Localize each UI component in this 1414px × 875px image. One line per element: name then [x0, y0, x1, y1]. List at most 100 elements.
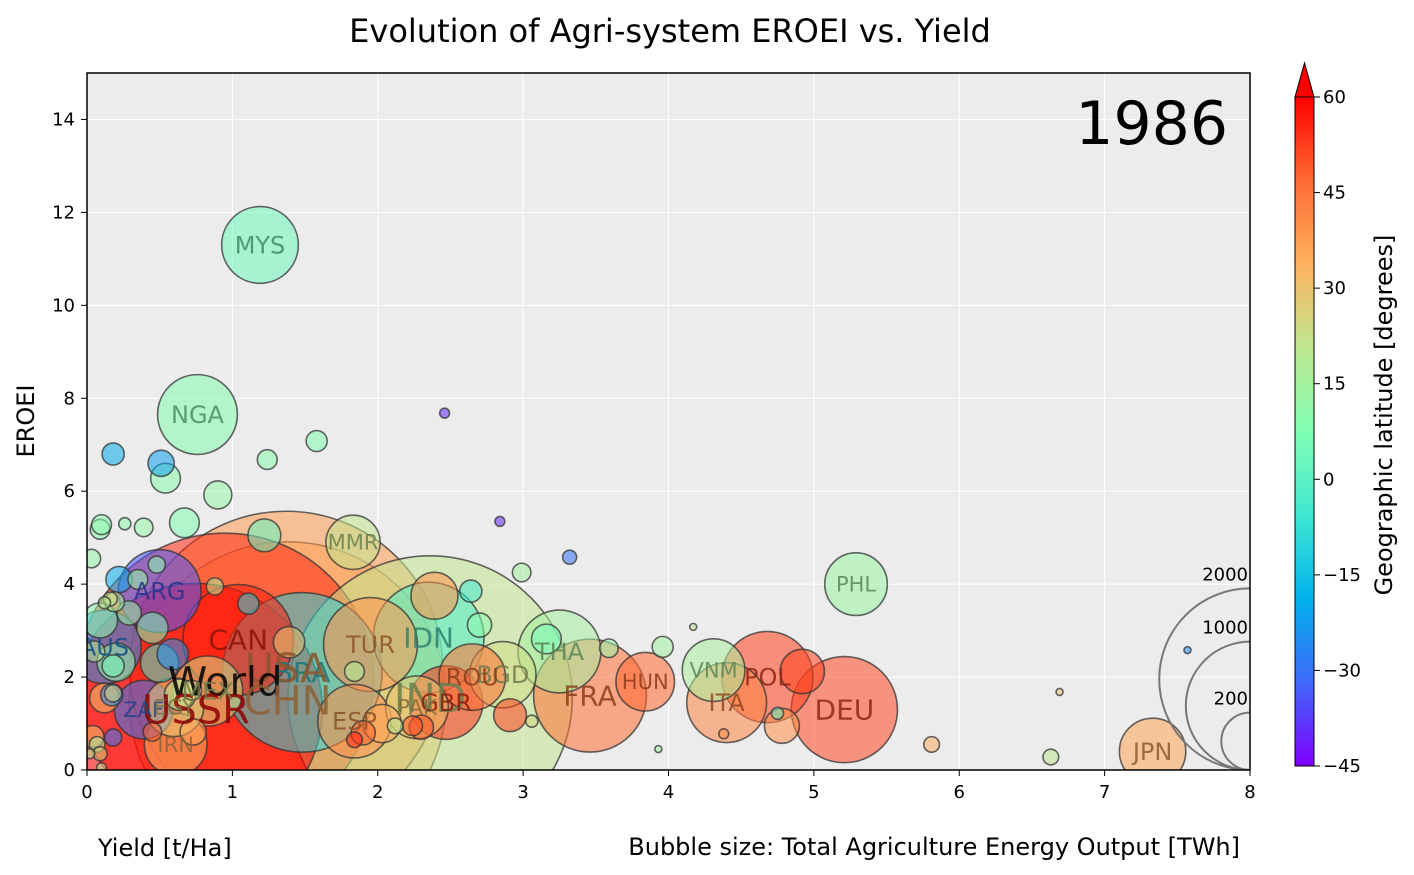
y-axis-label: EROEI: [12, 385, 40, 458]
y-tick-label: 10: [52, 295, 75, 316]
bubble: [135, 611, 169, 645]
bubble-label-ita: ITA: [709, 689, 746, 717]
bubble: [458, 579, 483, 603]
bubble: [203, 480, 233, 510]
size-legend-label: 1000: [1202, 618, 1248, 639]
bubble: [147, 555, 167, 574]
bubble: [179, 718, 208, 746]
size-legend-label: 2000: [1202, 564, 1248, 585]
bubble-nga: [156, 373, 239, 456]
bubble: [770, 706, 785, 721]
bubble: [180, 679, 203, 701]
bubble-label-bra: BRA: [274, 656, 331, 689]
colorbar-tick-label: 15: [1323, 374, 1346, 395]
bubble-label-vnm: VNM: [689, 658, 737, 682]
bubble-label-arg: ARG: [134, 578, 186, 606]
bubble-label-pol: POL: [744, 663, 791, 691]
bubble: [156, 637, 190, 671]
x-axis-label: Yield [t/Ha]: [97, 834, 232, 862]
y-tick-label: 6: [64, 481, 75, 502]
colorbar-gradient: [1294, 96, 1315, 767]
size-legend-circle: [1220, 711, 1250, 770]
bubble: [654, 744, 663, 754]
bubble: [651, 635, 674, 659]
bubble: [598, 638, 619, 659]
bubble-label-egy: EGY: [154, 696, 195, 720]
bubble: [561, 549, 578, 565]
bubble-label-aus: AUS: [80, 633, 129, 661]
bubble-label-mex: MEX: [182, 677, 234, 705]
y-axis: 0 2 4 6 8 10 12 14: [52, 109, 87, 781]
colorbar-tick-label: 60: [1323, 87, 1346, 108]
colorbar-tick-label: 0: [1323, 469, 1334, 490]
bubble-label-usa: USA: [245, 646, 328, 692]
bubble: [87, 747, 96, 760]
bubble: [343, 660, 366, 683]
x-tick-label: 6: [954, 782, 965, 803]
bubble: [117, 516, 132, 531]
bubble: [492, 697, 528, 733]
bubble-rou: [438, 643, 507, 712]
bubble: [511, 562, 532, 583]
bubble-label-mys: MYS: [235, 231, 286, 259]
bubble-hun: [615, 651, 676, 712]
bubble: [127, 568, 149, 591]
colorbar-extend-arrow: [1294, 61, 1315, 98]
x-tick-label: 3: [517, 782, 528, 803]
bubble-label-irn: IRN: [157, 733, 194, 757]
colorbar: 60 45 30 15 0 −15 −30 −45 Geographic latitude […: [1294, 61, 1398, 777]
bubble: [410, 571, 459, 621]
size-legend-circle: [1184, 640, 1250, 770]
bubble: [95, 761, 108, 770]
bubble-label-deu: DEU: [815, 693, 875, 726]
bubble: [237, 592, 260, 615]
bubble: [779, 648, 826, 695]
y-tick-label: 14: [52, 109, 75, 130]
bubble: [466, 612, 493, 638]
bubble-vnm: [681, 637, 746, 703]
bubble-label-mmr: MMR: [328, 531, 379, 555]
bubble: [90, 513, 113, 536]
y-tick-label: 8: [64, 388, 75, 409]
bubble: [305, 429, 328, 453]
bubble-label-zaf: ZAF: [123, 698, 164, 722]
bubble-jpn: [1118, 717, 1187, 770]
bubble-label-tha: THA: [534, 638, 585, 666]
x-tick-label: 2: [372, 782, 383, 803]
bubble-label-nga: NGA: [171, 401, 225, 429]
bubble: [1042, 748, 1060, 766]
bubble-label-rou: ROU: [446, 663, 499, 691]
colorbar-tick-label: −30: [1323, 660, 1361, 681]
bubble-phl: [823, 552, 889, 617]
bubble: [345, 731, 364, 749]
bubble-label-world: World: [168, 660, 283, 706]
bubble-label-jpn: JPN: [1131, 738, 1173, 766]
y-tick-label: 2: [64, 667, 75, 688]
bubble: [530, 623, 563, 655]
y-tick-label: 12: [52, 202, 75, 223]
x-tick-label: 1: [227, 782, 238, 803]
x-tick-label: 0: [81, 782, 92, 803]
chart-title: Evolution of Agri-system EROEI vs. Yield: [349, 12, 991, 50]
bubble-label-phl: PHL: [836, 572, 876, 596]
x-tick-label: 7: [1099, 782, 1110, 803]
bubble: [142, 721, 163, 742]
bubble: [688, 622, 698, 632]
bubble: [524, 714, 539, 729]
year-label: 1986: [1075, 89, 1228, 159]
bubble: [272, 625, 306, 659]
bubble-label-pak: PAK: [397, 696, 438, 720]
colorbar-ticks: 60 45 30 15 0 −15 −30 −45: [1314, 87, 1361, 777]
bubble-mys: [220, 205, 300, 285]
bubble: [97, 595, 112, 610]
bubble: [103, 683, 123, 703]
bubble-label-ind: IND: [394, 676, 467, 722]
bubble: [147, 449, 176, 478]
colorbar-tick-label: 45: [1323, 183, 1346, 204]
bubble: [494, 515, 506, 528]
bubble: [1055, 687, 1064, 697]
bubble-label-tur: TUR: [345, 631, 395, 659]
x-axis: 0 1 2 3 4 5 6 7 8: [81, 770, 1256, 803]
x-tick-label: 4: [663, 782, 674, 803]
